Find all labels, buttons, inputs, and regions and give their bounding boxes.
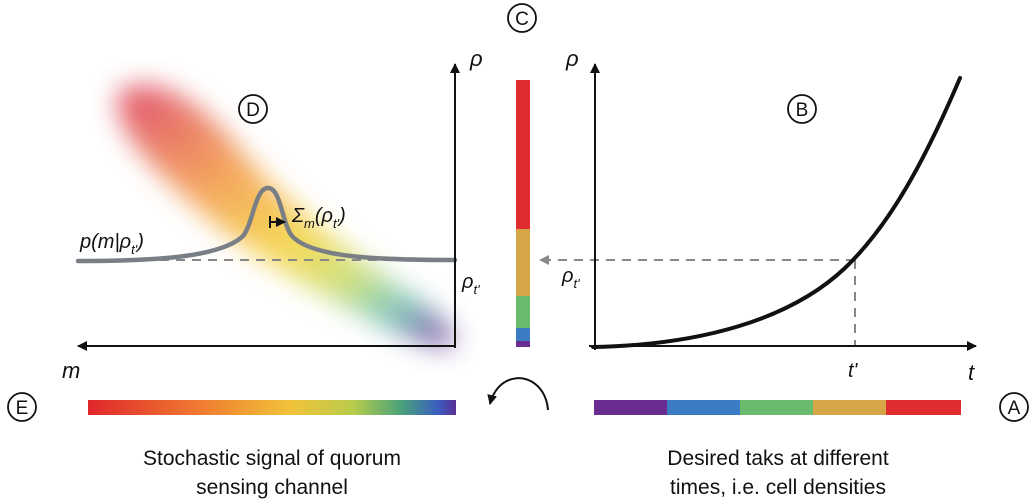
svg-text:C: C [515, 9, 529, 30]
right-x-axis-label: t [968, 360, 975, 385]
marker-c: C [507, 3, 537, 33]
marker-d: D [238, 94, 268, 124]
distribution-label: p(m|ρt') [79, 231, 144, 257]
density-curve [591, 76, 962, 349]
vertical-task-bar [516, 80, 530, 347]
left-rho-tick-label: ρt' [461, 271, 480, 297]
svg-text:B: B [796, 100, 809, 121]
svg-text:A: A [1008, 398, 1021, 419]
right-rho-tick-label: ρt' [561, 265, 580, 291]
right-y-axis-label: ρ [565, 46, 579, 71]
signal-gradient-bar [88, 400, 456, 415]
left-x-axis-label: m [62, 358, 80, 383]
left-caption-line2: sensing channel [196, 476, 348, 499]
left-caption-line1: Stochastic signal of quorum [143, 447, 401, 470]
marker-a: A [999, 392, 1029, 422]
right-caption-line2: times, i.e. cell densities [670, 476, 886, 499]
left-y-axis-label: ρ [469, 46, 483, 71]
horizontal-task-bar [594, 400, 961, 415]
svg-text:E: E [16, 398, 29, 419]
right-caption-line1: Desired taks at different [667, 447, 889, 470]
probability-curve [75, 185, 458, 264]
svg-text:D: D [246, 100, 260, 121]
marker-b: B [787, 94, 817, 124]
width-marker-icon [269, 216, 286, 228]
t-tick-label: t' [848, 360, 859, 382]
feedback-arrow-icon [487, 377, 549, 411]
marker-e: E [7, 392, 37, 422]
